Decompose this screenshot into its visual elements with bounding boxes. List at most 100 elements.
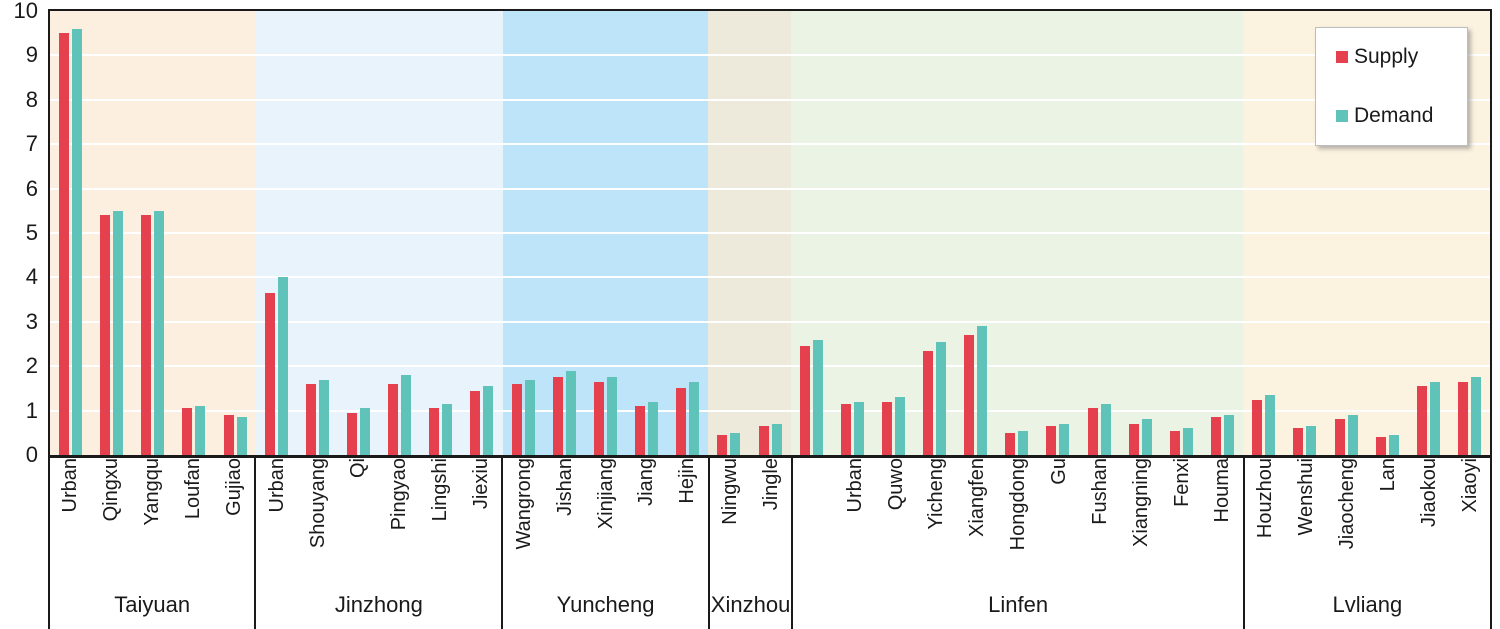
- demand-bar: [360, 408, 371, 455]
- bar-pair: [635, 11, 659, 455]
- bar-pair: [923, 11, 947, 455]
- district-slot: [832, 11, 873, 455]
- district-slot: [1037, 11, 1078, 455]
- demand-bar: [72, 28, 83, 455]
- plot-regions: [50, 11, 1491, 455]
- district-label-row: Urban Qingxu Yangqu Loufan Gujiao: [50, 458, 254, 586]
- district-label-cell: Jiaokou: [1408, 458, 1449, 586]
- demand-bar: [606, 377, 617, 455]
- district-slot: [1449, 11, 1490, 455]
- district-label-cell: Urban: [256, 458, 297, 586]
- district-label: Urban: [265, 458, 288, 513]
- demand-bar: [1347, 415, 1358, 455]
- bar-pair: [758, 11, 782, 455]
- district-slot: [50, 11, 91, 455]
- demand-bar: [936, 341, 947, 455]
- district-label-cell: Hejin: [667, 458, 708, 586]
- district-label-cell: Urban: [834, 458, 875, 586]
- district-slot: [955, 11, 996, 455]
- supply-bar: [429, 408, 440, 455]
- district-slot: [461, 11, 502, 455]
- demand-bar: [483, 386, 494, 455]
- demand-bar: [401, 375, 412, 455]
- legend-item-supply: Supply: [1336, 45, 1467, 69]
- district-label: Jiaocheng: [1335, 458, 1358, 550]
- bar-pair: [1005, 11, 1029, 455]
- demand-bar: [1306, 426, 1317, 455]
- district-slot: [626, 11, 667, 455]
- supply-bar: [635, 406, 646, 455]
- bar-pair: [676, 11, 700, 455]
- district-slot: [585, 11, 626, 455]
- district-slot: [1161, 11, 1202, 455]
- bar-pair: [1211, 11, 1235, 455]
- district-label-cell: Jiexiu: [461, 458, 502, 586]
- district-label-cell: Jiang: [626, 458, 667, 586]
- district-label-cell: Gu: [1039, 458, 1080, 586]
- group-name-label: Taiyuan: [114, 592, 191, 617]
- demand-bar: [1059, 423, 1070, 455]
- district-label: Xinjiang: [594, 458, 617, 530]
- district-label: Lan: [1376, 458, 1399, 492]
- y-tick-label: 10: [13, 0, 38, 23]
- bar-pair: [1457, 11, 1481, 455]
- bar-pair: [141, 11, 165, 455]
- district-label: Jishan: [553, 458, 576, 516]
- supply-bar: [1128, 423, 1139, 455]
- bar-pair: [1252, 11, 1276, 455]
- supply-bar: [388, 383, 399, 455]
- district-slot: [297, 11, 338, 455]
- district-slot: [996, 11, 1037, 455]
- district-label-cell: Ningwu: [710, 458, 751, 586]
- y-tick-label: 8: [25, 86, 38, 112]
- district-label: Jiang: [635, 458, 658, 506]
- district-label: Pingyao: [388, 458, 411, 531]
- supply-bar: [840, 403, 851, 455]
- bar-pair: [1169, 11, 1193, 455]
- district-slot: [667, 11, 708, 455]
- label-region-jinzhong: Urban Shouyang Qi Pingyao Lingshi Jiexiu Jinzh…: [256, 458, 504, 629]
- supply-swatch-icon: [1336, 51, 1348, 64]
- district-label-cell: Wenshui: [1286, 458, 1327, 586]
- supply-bar: [799, 346, 810, 455]
- supply-bar: [1252, 399, 1263, 455]
- district-slot: [791, 11, 832, 455]
- bar-pair: [1087, 11, 1111, 455]
- district-label-cell: Xiaoyi: [1449, 458, 1490, 586]
- district-label-cell: Houma: [1202, 458, 1243, 586]
- bar-pair: [182, 11, 206, 455]
- legend: Supply Demand: [1315, 27, 1468, 146]
- district-label: Jiaokou: [1417, 458, 1440, 527]
- district-slot: [544, 11, 585, 455]
- bar-pair: [223, 11, 247, 455]
- bar-pair: [964, 11, 988, 455]
- y-tick-label: 4: [25, 264, 38, 290]
- district-label-cell: Pingyao: [379, 458, 420, 586]
- district-slot: [215, 11, 256, 455]
- bar-pair: [305, 11, 329, 455]
- district-slot: [132, 11, 173, 455]
- district-slot: [91, 11, 132, 455]
- demand-bar: [812, 339, 823, 455]
- bar-pair: [429, 11, 453, 455]
- district-slot: [1202, 11, 1243, 455]
- supply-bar: [1334, 419, 1345, 455]
- bar-pair: [1293, 11, 1317, 455]
- district-label: Hejin: [676, 458, 699, 504]
- district-slot: [1408, 11, 1449, 455]
- district-label: Yangqu: [141, 458, 164, 526]
- y-tick-label: 7: [25, 131, 38, 157]
- district-label-cell: Loufan: [173, 458, 214, 586]
- region-taiyuan: [50, 11, 256, 455]
- district-label: Wenshui: [1295, 458, 1318, 536]
- district-label-cell: Jishan: [544, 458, 585, 586]
- district-label: Xiangning: [1129, 458, 1152, 547]
- supply-bar: [1211, 417, 1222, 455]
- region-jinzhong: [255, 11, 503, 455]
- plot-area: [48, 9, 1492, 458]
- district-label-cell: Wangrong: [503, 458, 544, 586]
- district-label: Xiangfen: [966, 458, 989, 537]
- supply-bar: [881, 401, 892, 455]
- district-label-cell: Fenxi: [1161, 458, 1202, 586]
- group-name-label: Linfen: [988, 592, 1049, 617]
